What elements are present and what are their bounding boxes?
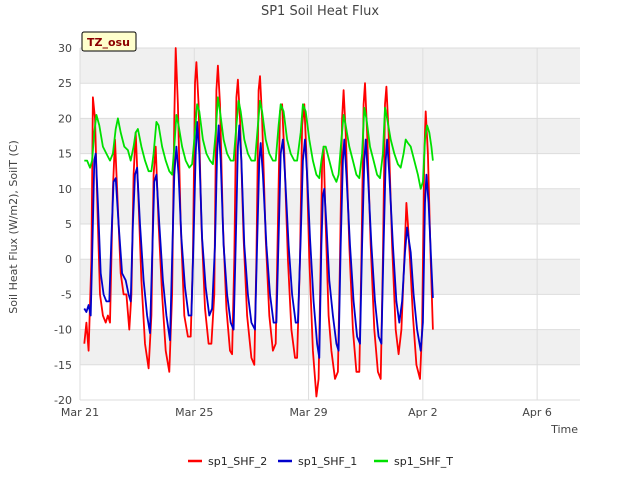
x-tick-label: Mar 21	[61, 406, 99, 419]
y-tick-label: -10	[54, 324, 72, 337]
y-axis-label: Soil Heat Flux (W/m2), SoilT (C)	[7, 140, 20, 313]
y-tick-label: 0	[65, 253, 72, 266]
x-tick-label: Mar 29	[289, 406, 327, 419]
y-tick-label: 20	[58, 112, 72, 125]
x-tick-label: Apr 6	[522, 406, 552, 419]
legend-label-sp1_SHF_T: sp1_SHF_T	[394, 455, 453, 468]
series-group	[83, 47, 434, 398]
y-tick-label: 5	[65, 218, 72, 231]
x-tick-label: Mar 25	[175, 406, 213, 419]
x-axis-label: Time	[550, 423, 578, 436]
y-tick-label: -5	[61, 288, 72, 301]
timezone-badge: TZ_osu	[81, 31, 137, 52]
y-tick-label: 15	[58, 148, 72, 161]
x-tick-label: Apr 2	[408, 406, 438, 419]
y-tick-label: 30	[58, 42, 72, 55]
series-line-sp1_SHF_T	[84, 96, 434, 190]
legend: sp1_SHF_2 sp1_SHF_1 sp1_SHF_T	[188, 455, 453, 468]
legend-label-sp1_SHF_1: sp1_SHF_1	[298, 455, 357, 468]
y-axis-ticks: -20 -15 -10 -5 0 5 10 15 20 25 30	[54, 42, 72, 407]
plot-band	[80, 188, 580, 224]
plot-band	[80, 48, 580, 84]
y-tick-label: 25	[58, 77, 72, 90]
timezone-badge-label: TZ_osu	[87, 36, 130, 49]
chart-title: SP1 Soil Heat Flux	[261, 4, 379, 19]
legend-label-sp1_SHF_2: sp1_SHF_2	[208, 455, 267, 468]
x-axis-ticks: Mar 21 Mar 25 Mar 29 Apr 2 Apr 6	[61, 406, 552, 419]
plot-band	[80, 118, 580, 154]
y-tick-label: -15	[54, 359, 72, 372]
y-tick-label: 10	[58, 183, 72, 196]
series-line-sp1_SHF_1	[83, 121, 434, 359]
timezone-badge-box	[81, 31, 137, 52]
y-tick-label: -20	[54, 394, 72, 407]
